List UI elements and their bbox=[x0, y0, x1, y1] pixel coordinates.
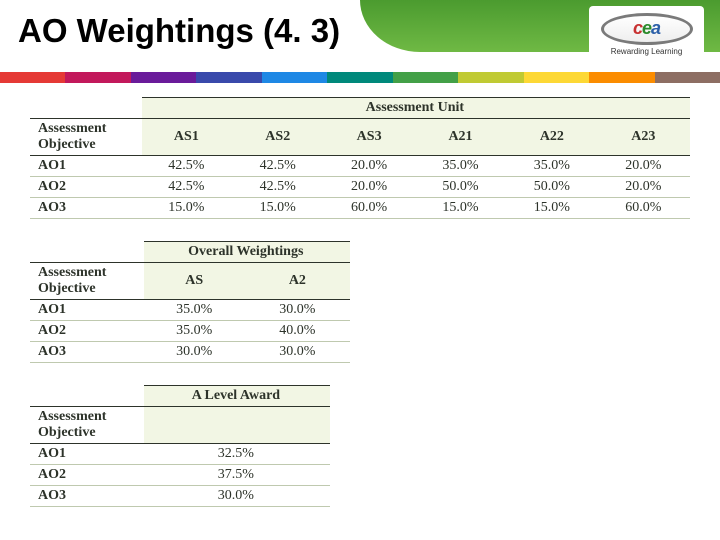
table-row: AO242.5%42.5%20.0%50.0%50.0%20.0% bbox=[30, 177, 690, 198]
spanner-label: Assessment Unit bbox=[142, 98, 690, 119]
col-as3: AS3 bbox=[324, 119, 415, 156]
color-bar-segment bbox=[131, 72, 196, 83]
table-subheader-row: AssessmentObjective AS1 AS2 AS3 A21 A22 … bbox=[30, 119, 690, 156]
row-label: AO3 bbox=[30, 198, 142, 219]
cell-value: 50.0% bbox=[507, 177, 598, 198]
cell-value: 15.0% bbox=[142, 198, 233, 219]
table-header-row: Assessment Unit bbox=[30, 98, 690, 119]
color-bar bbox=[0, 72, 720, 83]
cell-value: 15.0% bbox=[233, 198, 324, 219]
cell-value: 20.0% bbox=[324, 177, 415, 198]
cell-value: 60.0% bbox=[324, 198, 415, 219]
color-bar-segment bbox=[262, 72, 327, 83]
cell-value: 35.0% bbox=[144, 321, 247, 342]
cell-value: 35.0% bbox=[507, 156, 598, 177]
overall-weightings-table: Overall Weightings AssessmentObjective A… bbox=[30, 241, 350, 363]
cell-value: 50.0% bbox=[416, 177, 507, 198]
color-bar-segment bbox=[0, 72, 65, 83]
objective-header-top bbox=[30, 98, 142, 119]
row-label: AO2 bbox=[30, 321, 144, 342]
cell-value: 42.5% bbox=[142, 177, 233, 198]
table-row: AO315.0%15.0%60.0%15.0%15.0%60.0% bbox=[30, 198, 690, 219]
col-a23: A23 bbox=[599, 119, 690, 156]
content-area: Assessment Unit AssessmentObjective AS1 … bbox=[0, 83, 720, 507]
row-label: AO1 bbox=[30, 300, 144, 321]
col-a2: A2 bbox=[247, 263, 350, 300]
spanner-label: A Level Award bbox=[144, 386, 330, 407]
cea-logo: cea Rewarding Learning bbox=[589, 6, 704, 62]
logo-oval: cea bbox=[601, 13, 693, 45]
row-label: AO3 bbox=[30, 342, 144, 363]
cell-value: 42.5% bbox=[233, 156, 324, 177]
page-title: AO Weightings (4. 3) bbox=[18, 12, 340, 50]
logo-tagline: Rewarding Learning bbox=[611, 47, 683, 56]
color-bar-segment bbox=[327, 72, 392, 83]
col-as: AS bbox=[144, 263, 247, 300]
col-as2: AS2 bbox=[233, 119, 324, 156]
row-label: AO3 bbox=[30, 486, 144, 507]
cell-value: 20.0% bbox=[599, 177, 690, 198]
table-row: AO330.0%30.0% bbox=[30, 342, 350, 363]
table-row: AO135.0%30.0% bbox=[30, 300, 350, 321]
col-a22: A22 bbox=[507, 119, 598, 156]
cell-value: 42.5% bbox=[233, 177, 324, 198]
table-header-row: A Level Award bbox=[30, 386, 330, 407]
cell-value: 32.5% bbox=[144, 444, 330, 465]
row-label: AO2 bbox=[30, 177, 142, 198]
row-label: AO1 bbox=[30, 156, 142, 177]
cell-value: 15.0% bbox=[507, 198, 598, 219]
table-subheader-row: AssessmentObjective bbox=[30, 407, 330, 444]
color-bar-segment bbox=[524, 72, 589, 83]
color-bar-segment bbox=[196, 72, 261, 83]
objective-header: AssessmentObjective bbox=[30, 263, 144, 300]
a-level-award-table: A Level Award AssessmentObjective AO132.… bbox=[30, 385, 330, 507]
table-row: AO132.5% bbox=[30, 444, 330, 465]
col-a21: A21 bbox=[416, 119, 507, 156]
objective-header-top bbox=[30, 386, 144, 407]
cell-value: 20.0% bbox=[599, 156, 690, 177]
assessment-unit-table: Assessment Unit AssessmentObjective AS1 … bbox=[30, 97, 690, 219]
cell-value: 20.0% bbox=[324, 156, 415, 177]
cell-value: 37.5% bbox=[144, 465, 330, 486]
objective-header-top bbox=[30, 242, 144, 263]
empty-col bbox=[144, 407, 330, 444]
table-row: AO237.5% bbox=[30, 465, 330, 486]
color-bar-segment bbox=[393, 72, 458, 83]
header: AO Weightings (4. 3) cea Rewarding Learn… bbox=[0, 0, 720, 72]
color-bar-segment bbox=[458, 72, 523, 83]
color-bar-segment bbox=[65, 72, 130, 83]
logo-letters: cea bbox=[633, 18, 660, 39]
cell-value: 30.0% bbox=[144, 342, 247, 363]
cell-value: 30.0% bbox=[144, 486, 330, 507]
table-header-row: Overall Weightings bbox=[30, 242, 350, 263]
spanner-label: Overall Weightings bbox=[144, 242, 350, 263]
col-as1: AS1 bbox=[142, 119, 233, 156]
table-row: AO330.0% bbox=[30, 486, 330, 507]
cell-value: 30.0% bbox=[247, 342, 350, 363]
color-bar-segment bbox=[589, 72, 654, 83]
table-row: AO235.0%40.0% bbox=[30, 321, 350, 342]
objective-header: AssessmentObjective bbox=[30, 407, 144, 444]
table-row: AO142.5%42.5%20.0%35.0%35.0%20.0% bbox=[30, 156, 690, 177]
row-label: AO2 bbox=[30, 465, 144, 486]
cell-value: 35.0% bbox=[144, 300, 247, 321]
table-subheader-row: AssessmentObjective AS A2 bbox=[30, 263, 350, 300]
cell-value: 60.0% bbox=[599, 198, 690, 219]
color-bar-segment bbox=[655, 72, 720, 83]
cell-value: 30.0% bbox=[247, 300, 350, 321]
cell-value: 40.0% bbox=[247, 321, 350, 342]
cell-value: 35.0% bbox=[416, 156, 507, 177]
row-label: AO1 bbox=[30, 444, 144, 465]
cell-value: 15.0% bbox=[416, 198, 507, 219]
cell-value: 42.5% bbox=[142, 156, 233, 177]
objective-header: AssessmentObjective bbox=[30, 119, 142, 156]
